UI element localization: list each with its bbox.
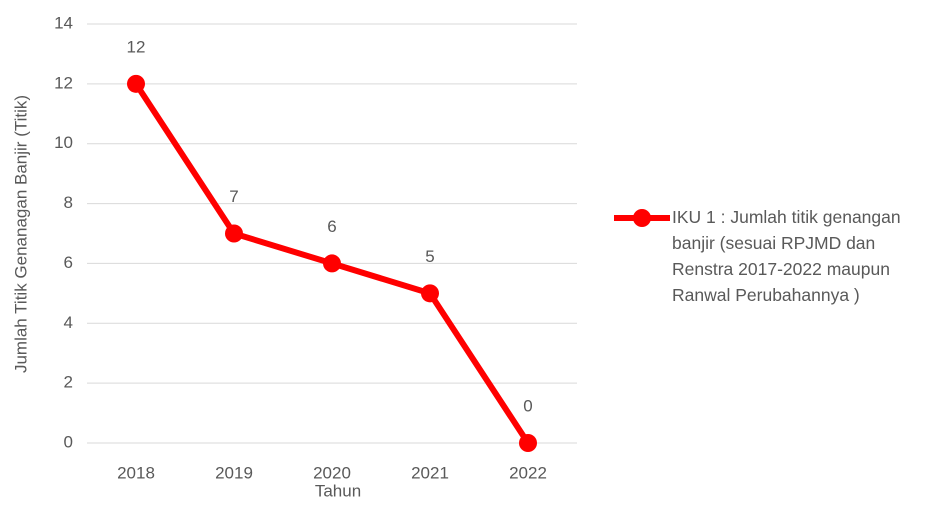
y-tick-label: 0 [64,432,73,451]
y-axis-title: Jumlah Titik Genanagan Banjir (Titik) [11,95,30,373]
marker [421,284,439,303]
data-label: 5 [425,247,434,266]
data-label: 7 [229,187,238,206]
data-label: 6 [327,217,336,236]
y-tick-label: 12 [54,73,73,92]
marker [323,254,341,273]
marker [127,74,145,93]
x-tick-label: 2018 [117,463,155,482]
marker [519,434,537,452]
data-label: 0 [523,396,532,415]
x-tick-label: 2021 [411,463,449,482]
data-label: 12 [127,37,146,56]
marker [225,224,243,243]
y-tick-label: 4 [64,313,73,332]
y-tick-label: 2 [64,373,73,392]
y-tick-label: 14 [54,13,73,32]
y-tick-label: 6 [64,253,73,272]
legend-label: IKU 1 : Jumlah titik genangan banjir (se… [672,207,901,305]
x-axis-title: Tahun [315,481,361,500]
legend-marker [633,209,651,227]
x-tick-label: 2019 [215,463,253,482]
y-tick-label: 10 [54,133,73,152]
x-tick-label: 2022 [509,463,547,482]
y-tick-label: 8 [64,193,73,212]
x-tick-label: 2020 [313,463,351,482]
